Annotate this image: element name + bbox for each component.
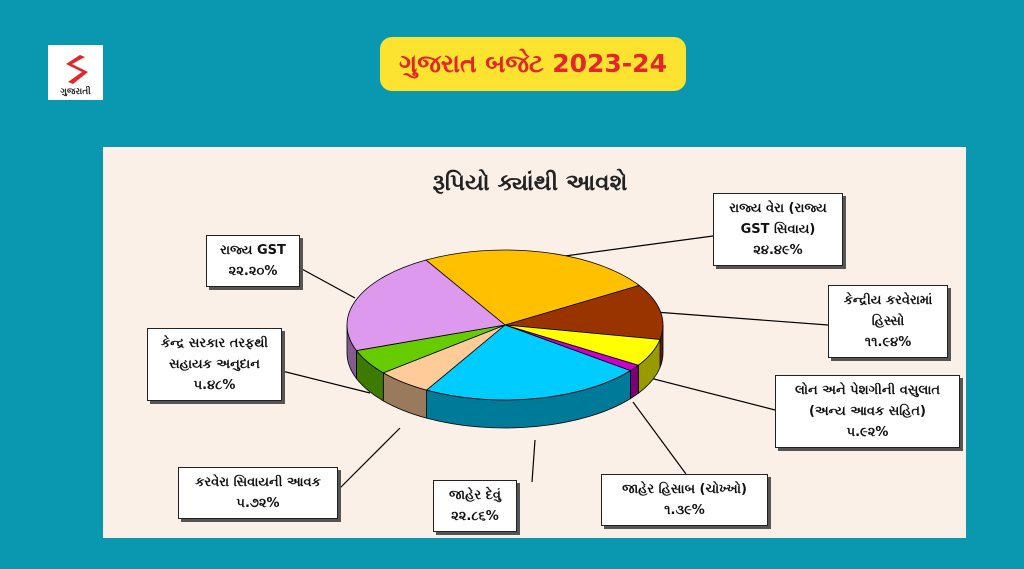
leader-line xyxy=(531,439,536,483)
leader-lines xyxy=(281,235,829,491)
value-label: ૧૧.૯૪% xyxy=(864,335,912,350)
label-box: રાજ્ય GST ૨૨.૨૦% xyxy=(206,235,300,287)
value-label: ૧.૩૯% xyxy=(664,503,705,518)
label-box: જાહેર દેવું ૨૨.૮૬% xyxy=(433,480,517,532)
value-label: ૫.૭૨% xyxy=(236,496,280,511)
logo-icon xyxy=(66,55,88,84)
leader-line xyxy=(649,377,776,411)
leader-line xyxy=(549,235,714,259)
slice xyxy=(346,259,506,351)
label-box: રાજ્ય વેરા (રાજ્ય GST સિવાય) ૨૪.૪૯% xyxy=(713,193,843,266)
value-label: ૫.૪૮% xyxy=(193,378,236,393)
label-box: જાહેર હિસાબ (ચોખ્ખો) ૧.૩૯% xyxy=(601,474,768,526)
slice-label: કેન્દ્ર સરકાર તરફથી સહાયક અનુદાન xyxy=(160,336,269,372)
header-box xyxy=(380,37,686,91)
label-box: લોન અને પેશગીની વસુલાત (અન્ય આવક સહિત) ૫.… xyxy=(775,375,960,448)
leader-line xyxy=(281,370,371,394)
value-label: ૨૪.૪૯% xyxy=(753,243,803,258)
slice-label: કેન્દ્રીય કરવેરામાં હિસ્સો xyxy=(843,293,933,329)
slice-label: રાજ્ય GST xyxy=(220,243,286,258)
value-label: ૨૨.૨૦% xyxy=(228,264,278,279)
slice xyxy=(504,284,664,340)
value-label: ૨૨.૮૬% xyxy=(451,509,499,524)
label-box: કેન્દ્રીય કરવેરામાં હિસ્સો ૧૧.૯૪% xyxy=(828,285,948,358)
leader-line xyxy=(299,267,356,299)
label-box: કરવેરા સિવાયની આવક ૫.૭૨% xyxy=(178,467,338,519)
slice xyxy=(425,324,632,401)
header-title: ગુજરાત બજેટ 2023-24 xyxy=(399,49,667,80)
slice xyxy=(425,249,641,326)
slice-label: લોન અને પેશગીની વસુલાત (અન્ય આવક સહિત) xyxy=(794,383,941,419)
slice-label: કરવેરા સિવાયની આવક xyxy=(195,475,321,490)
slice-label: જાહેર હિસાબ (ચોખ્ખો) xyxy=(622,482,747,497)
pie xyxy=(346,249,664,429)
logo-text: ગુજરાતી xyxy=(60,85,91,97)
leader-line xyxy=(632,401,687,475)
leader-line xyxy=(337,427,401,491)
logo-bg xyxy=(48,45,103,100)
leader-line xyxy=(654,311,829,326)
slice-label: રાજ્ય વેરા (રાજ્ય GST સિવાય) xyxy=(729,201,827,237)
label-box: કેન્દ્ર સરકાર તરફથી સહાયક અનુદાન ૫.૪૮% xyxy=(147,328,282,401)
chart-title: રૂપિયો ક્યાંથી આવશે xyxy=(433,168,628,196)
value-label: ૫.૯૨% xyxy=(846,425,889,440)
slice-label: જાહેર દેવું xyxy=(449,488,501,503)
